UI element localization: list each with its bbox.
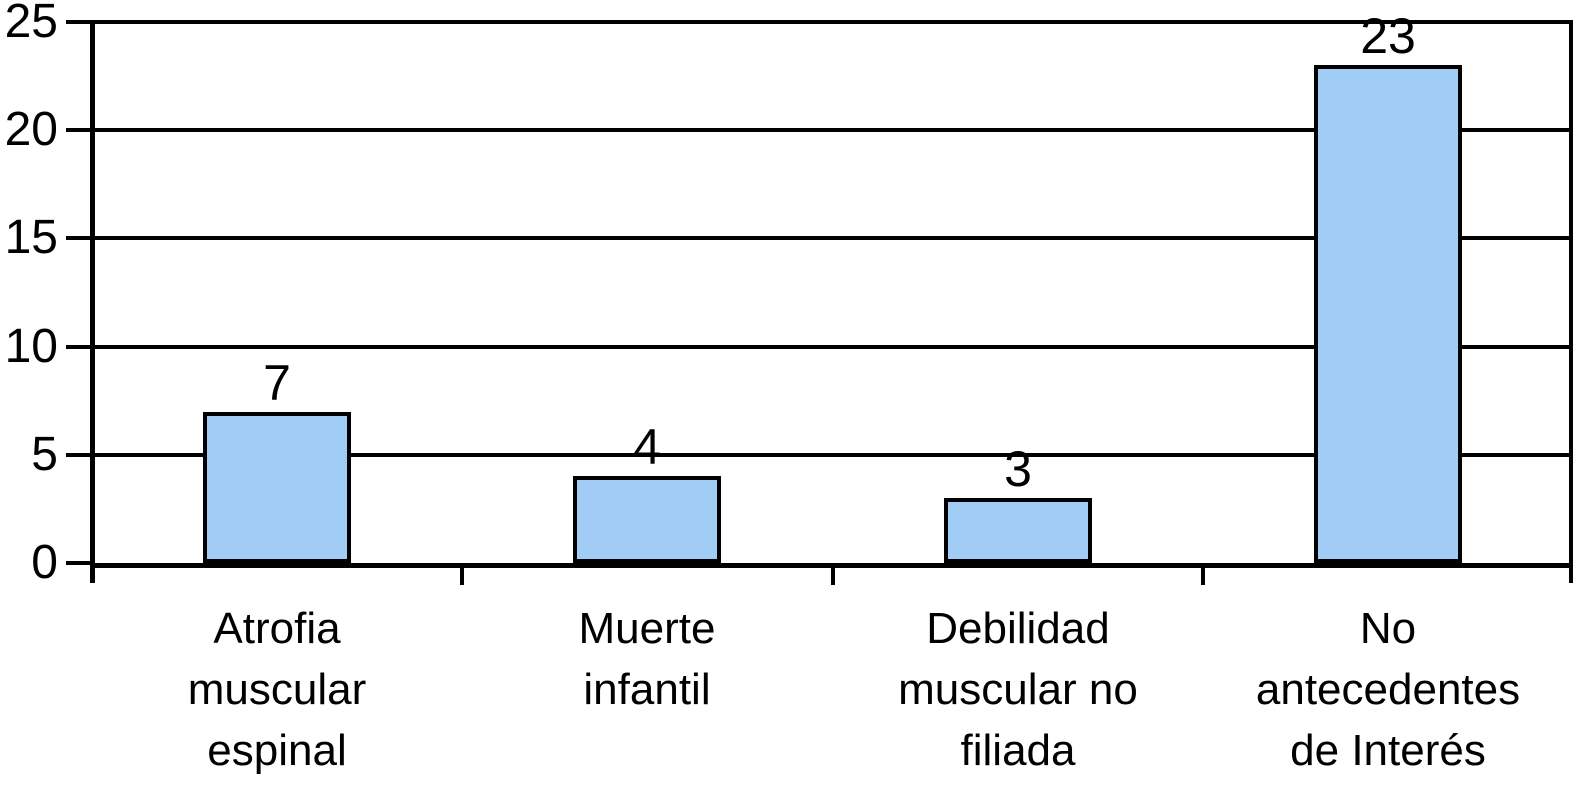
category-label-line: Debilidad	[926, 604, 1110, 653]
bar-value-label: 7	[263, 355, 291, 411]
y-axis-tick-label: 25	[4, 0, 58, 48]
x-axis-tick	[1201, 563, 1205, 585]
gridline	[92, 453, 1573, 457]
bar	[203, 412, 351, 563]
y-axis-tick-label: 15	[4, 211, 58, 264]
bar	[1314, 65, 1462, 563]
category-label-line: No	[1359, 604, 1417, 653]
x-axis-tick	[831, 563, 835, 585]
category-label-line: espinal	[207, 726, 347, 775]
category-label-line: muscular no	[898, 665, 1138, 714]
category-label-line: muscular	[187, 665, 367, 714]
bar-value-label: 4	[633, 419, 661, 475]
gridline	[92, 128, 1573, 132]
y-axis-tick	[66, 453, 92, 457]
gridline	[92, 20, 1573, 24]
category-label-line: filiada	[960, 726, 1076, 775]
category-label: Muerte infantil	[462, 598, 832, 720]
plot-border-right	[1569, 22, 1573, 583]
y-axis-line	[90, 22, 95, 583]
gridline	[92, 236, 1573, 240]
y-axis-tick	[66, 561, 92, 565]
category-label: Debilidad muscular no filiada	[833, 598, 1203, 781]
category-label: Atrofia muscular espinal	[92, 598, 462, 781]
y-axis-tick	[66, 236, 92, 240]
y-axis-tick	[66, 20, 92, 24]
bar	[573, 476, 721, 563]
gridline	[92, 345, 1573, 349]
y-axis-tick-label: 20	[4, 103, 58, 156]
category-label: No antecedentes de Interés	[1203, 598, 1573, 781]
bar-value-label: 23	[1360, 8, 1416, 64]
y-axis-tick-label: 0	[31, 536, 58, 589]
category-label-line: Muerte	[578, 604, 716, 653]
category-label-line: Atrofia	[213, 604, 341, 653]
bar-value-label: 3	[1004, 441, 1032, 497]
category-label-line: infantil	[583, 665, 711, 714]
y-axis-tick-label: 5	[31, 428, 58, 481]
bar	[944, 498, 1092, 563]
y-axis-tick	[66, 128, 92, 132]
x-axis-tick	[460, 563, 464, 585]
y-axis-tick	[66, 345, 92, 349]
category-label-line: de Interés	[1290, 726, 1486, 775]
y-axis-tick-label: 10	[4, 320, 58, 373]
category-label-line: antecedentes	[1255, 665, 1521, 714]
